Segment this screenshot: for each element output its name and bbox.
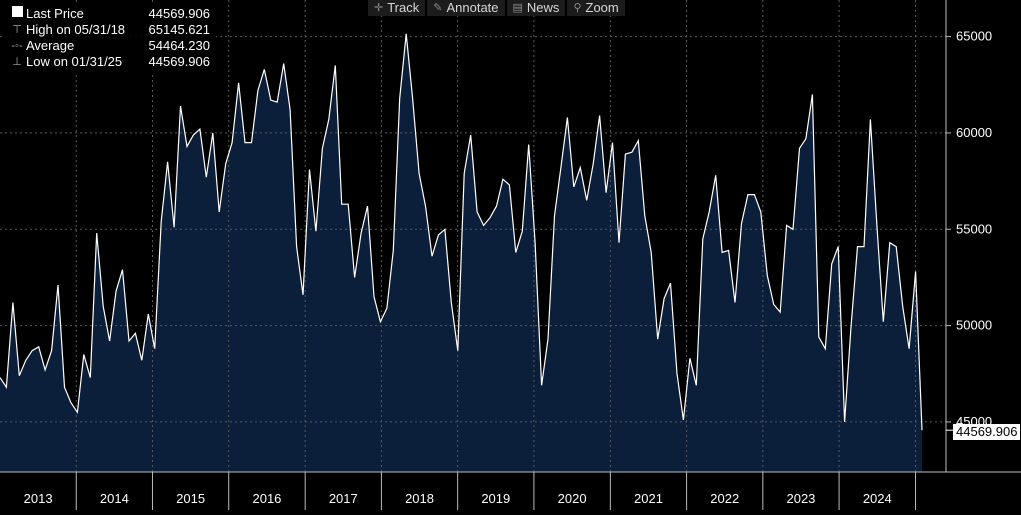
pencil-icon: ✎ — [433, 2, 443, 14]
y-tick-label: 55000 — [956, 221, 992, 236]
news-label: News — [526, 0, 560, 15]
chart-legend: Last Price 44569.906 ⊤ High on 05/31/18 … — [4, 4, 216, 72]
x-tick-label: 2023 — [786, 491, 815, 506]
y-tick-label: 65000 — [956, 29, 992, 44]
x-tick-label: 2017 — [329, 491, 358, 506]
legend-label: Low on 01/31/25 — [26, 54, 123, 69]
square-icon — [8, 6, 26, 22]
track-label: Track — [387, 0, 420, 15]
x-tick-label: 2016 — [252, 491, 281, 506]
zoom-button[interactable]: ⚲ Zoom — [567, 0, 625, 16]
legend-value: 65145.621 — [148, 22, 210, 37]
high-marker-icon: ⊤ — [12, 24, 22, 36]
price-line — [0, 33, 923, 431]
news-button[interactable]: ▤ News — [506, 0, 566, 16]
chart-toolbar: ✛ Track ✎ Annotate ▤ News ⚲ Zoom — [368, 0, 625, 16]
legend-label: Average — [26, 38, 75, 53]
legend-label: Last Price — [26, 6, 84, 21]
legend-row-high[interactable]: ⊤ High on 05/31/18 65145.621 — [8, 22, 210, 38]
x-tick-label: 2022 — [710, 491, 739, 506]
annotate-button[interactable]: ✎ Annotate — [427, 0, 505, 16]
low-marker-icon: ⊥ — [12, 56, 22, 68]
x-tick-label: 2013 — [24, 491, 53, 506]
y-tick-label: 60000 — [956, 125, 992, 140]
zoom-label: Zoom — [585, 0, 619, 15]
legend-value: 54464.230 — [148, 38, 210, 53]
crosshair-icon: ✛ — [374, 2, 384, 14]
legend-value: 44569.906 — [148, 6, 210, 21]
x-tick-label: 2015 — [176, 491, 205, 506]
y-tick-label: 50000 — [956, 318, 992, 333]
x-tick-label: 2014 — [100, 491, 129, 506]
legend-row-average[interactable]: -◦- Average 54464.230 — [8, 38, 210, 54]
legend-value: 44569.906 — [148, 54, 210, 69]
legend-row-last-price[interactable]: Last Price 44569.906 — [8, 6, 210, 22]
x-tick-label: 2020 — [558, 491, 587, 506]
average-line-icon: -◦- — [11, 40, 23, 52]
legend-row-low[interactable]: ⊥ Low on 01/31/25 44569.906 — [8, 54, 210, 70]
x-tick-label: 2021 — [634, 491, 663, 506]
x-tick-label: 2024 — [863, 491, 892, 506]
x-tick-label: 2018 — [405, 491, 434, 506]
last-price-label: 44569.906 — [953, 424, 1021, 440]
news-icon: ▤ — [512, 2, 523, 14]
annotate-label: Annotate — [446, 0, 499, 15]
track-button[interactable]: ✛ Track — [368, 0, 426, 16]
magnifier-icon: ⚲ — [573, 2, 582, 14]
x-tick-label: 2019 — [481, 491, 510, 506]
legend-label: High on 05/31/18 — [26, 22, 126, 37]
area-fill — [0, 33, 922, 473]
